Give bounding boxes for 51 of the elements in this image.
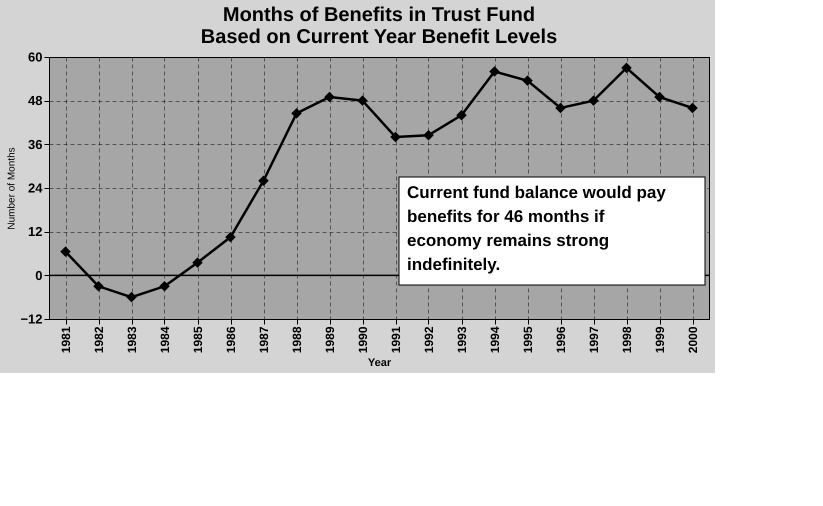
x-tick-label: 1984 [158,326,172,354]
x-tick-label: 1989 [323,326,337,354]
x-tick-label: 1985 [191,326,205,354]
x-tick-label: 1988 [290,326,304,354]
y-axis-title: Number of Months [6,147,18,230]
point [555,102,566,114]
point [159,281,170,292]
x-tick-label: 1995 [521,326,535,354]
annotation: Current fund balance would pay benefits for 46 months if economy remains strong indefinitely. [407,183,666,274]
x-tick-label: 1992 [422,326,436,354]
point [60,246,71,257]
point [258,175,269,186]
x-tick-label: 1982 [92,326,106,354]
y-tick-label: 60 [28,50,42,64]
point [522,75,533,86]
chart-title: Months of Benefits in Trust Fund Based on Current Year Benefit Levels [200,4,558,48]
point [93,281,104,292]
point [621,62,632,74]
x-tick-label: 1986 [224,326,238,354]
point [192,257,203,268]
point [390,132,401,142]
y-tick-label: 24 [28,180,44,196]
x-tick-label: 1996 [554,326,568,354]
x-tick-label: 1981 [59,326,73,354]
x-tick-label: 1994 [488,326,502,354]
x-tick-label: 1987 [257,326,271,354]
y-tick-label: −12 [20,312,42,326]
point [291,108,302,119]
point [489,66,500,77]
x-tick-label: 1993 [455,326,469,354]
point [588,95,599,106]
x-tick-label: 1983 [125,326,139,354]
y-tick-label: 36 [28,136,42,152]
point [126,292,137,302]
x-tick-label: 1998 [620,326,634,354]
x-tick-label: 2000 [686,326,700,354]
point [654,92,665,102]
point [423,130,434,140]
x-tick-label: 1997 [587,326,601,354]
point [225,232,236,242]
y-tick-label: 48 [28,93,42,108]
x-axis-title: Year [368,357,392,370]
x-tick-label: 1999 [653,326,667,354]
point [687,102,698,114]
point [357,95,368,106]
x-tick-label: 1991 [389,326,403,354]
y-tick-label: 12 [28,224,42,240]
point [324,92,335,102]
y-tick-label: 0 [35,268,42,283]
point [456,110,467,120]
x-tick-label: 1990 [356,326,370,354]
